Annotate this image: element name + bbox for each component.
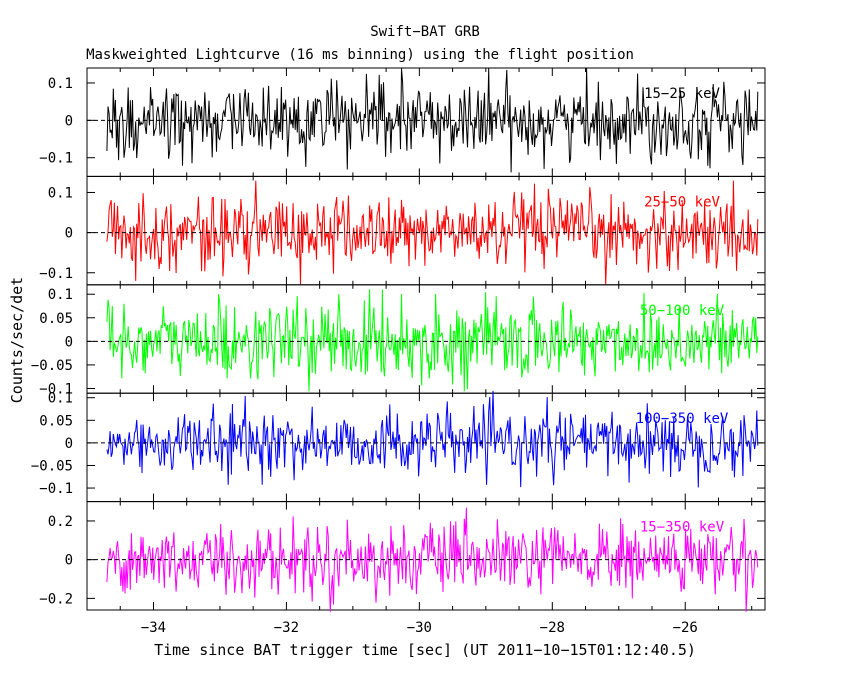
lightcurve-series [106,289,759,392]
band-label: 50−100 keV [640,303,725,319]
y-tick-label: −0.05 [31,358,73,374]
y-tick-label: 0 [65,334,73,350]
x-tick-label: −34 [141,620,166,636]
chart-subtitle: Maskweighted Lightcurve (16 ms binning) … [86,47,634,63]
panel-frame [86,501,766,611]
x-axis-label: Time since BAT trigger time [sec] (UT 20… [154,641,696,659]
panel-1: −0.1 0 0.1 15−25 keV [39,67,766,177]
panel-5: −0.2 0 0.2 15−350 keV [39,501,766,612]
y-tick-label: 0.2 [48,514,73,530]
panel-3: −0.1 −0.05 0 0.05 0.1 50−100 keV [31,284,766,397]
lightcurve-series [106,390,759,488]
y-tick-label: 0.05 [39,413,73,429]
y-tick-label: 0 [65,113,73,129]
x-tick-label: −28 [540,620,565,636]
y-tick-label: 0.1 [48,287,73,303]
x-axis: −34 −32 −30 −28 −26 [141,620,698,636]
y-tick-label: 0.1 [48,391,73,407]
y-tick-label: 0.1 [48,185,73,201]
chart-title: Swift−BAT GRB [370,24,480,40]
x-tick-label: −30 [407,620,432,636]
y-tick-label: −0.2 [39,591,73,607]
band-label: 25−50 keV [644,194,720,210]
band-label: 15−350 keV [640,520,725,536]
y-tick-label: 0.1 [48,76,73,92]
y-tick-label: −0.05 [31,458,73,474]
x-tick-label: −26 [673,620,698,636]
y-axis-label: Counts/sec/det [8,277,26,403]
lightcurve-series [106,68,759,173]
y-tick-label: 0 [65,553,73,569]
panel-4: −0.1 −0.05 0 0.05 0.1 100−350 keV [31,390,766,503]
band-label: 15−25 keV [644,86,720,102]
panels-group: −0.100.115−25 keV−0.100.125−50 keV−0.1−0… [31,67,766,612]
y-tick-label: −0.1 [39,381,73,397]
panel-frame [86,392,766,503]
y-tick-label: −0.1 [39,481,73,497]
panel-frame [86,67,766,177]
y-tick-label: 0 [65,226,73,242]
x-tick-label: −32 [274,620,299,636]
y-tick-label: −0.1 [39,266,73,282]
lightcurve-series [106,180,759,285]
y-tick-label: 0.05 [39,311,73,327]
y-tick-label: −0.1 [39,151,73,167]
band-label: 100−350 keV [636,411,729,427]
panel-2: −0.1 0 0.1 25−50 keV [39,175,766,286]
lightcurve-series [106,507,759,612]
y-tick-label: 0 [65,436,73,452]
